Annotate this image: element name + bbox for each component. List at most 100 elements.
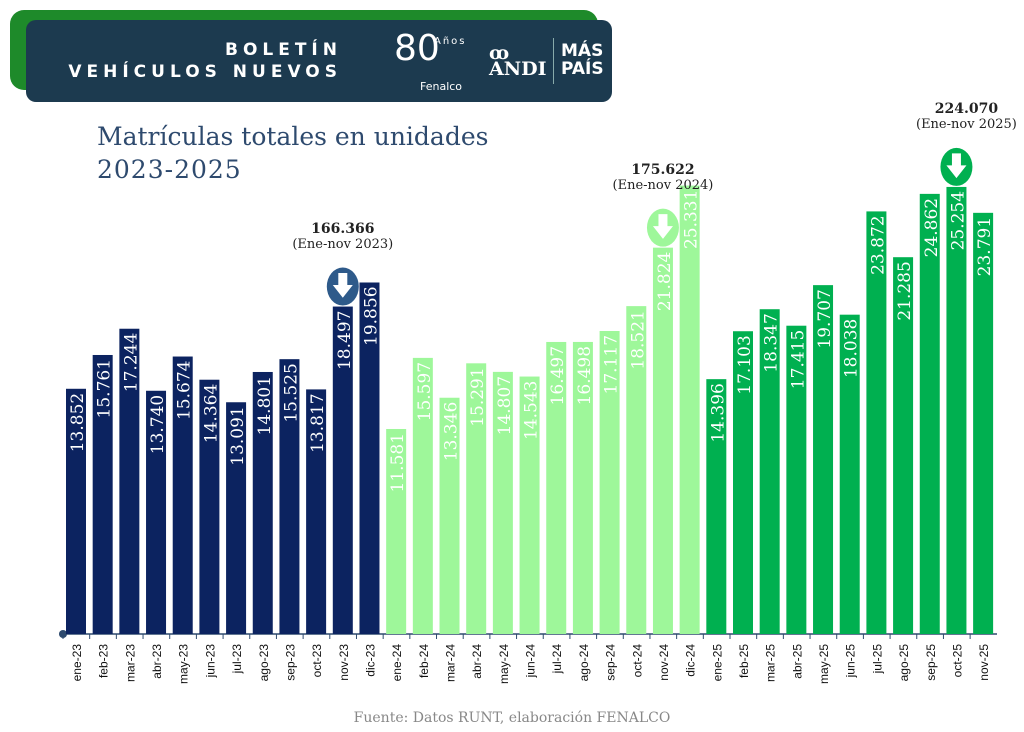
data-label-nov-24: 21.824 (655, 252, 675, 311)
data-label-oct-24: 18.521 (628, 310, 648, 369)
tick-label-nov-23: nov-23 (337, 644, 351, 681)
bar-jun-25 (839, 314, 860, 634)
data-label-mar-25: 18.347 (762, 313, 782, 372)
banner: BOLETÍN VEHÍCULOS NUEVOS 80 Años Fenalco ꝏ… (26, 20, 612, 102)
data-label-jul-23: 13.091 (228, 406, 248, 465)
data-label-ago-23: 14.801 (255, 376, 275, 435)
tick-label-oct-24: oct-24 (630, 644, 644, 678)
bar-may-24 (492, 371, 513, 634)
annotation-period: (Ene-nov 2025) (916, 116, 1017, 132)
bar-jul-24 (546, 341, 567, 634)
tick-label-feb-24: feb-24 (417, 644, 431, 678)
bar-mar-24 (439, 397, 460, 634)
total-annotation: 224.070 (Ene-nov 2025) (896, 101, 1024, 132)
tick-label-abr-23: abr-23 (150, 644, 164, 679)
tick-label-jul-24: jul-24 (550, 644, 564, 675)
data-label-jul-25: 23.872 (868, 215, 888, 274)
tick-label-sep-24: sep-24 (604, 644, 618, 681)
bar-nov-25 (973, 212, 994, 634)
chart-title-line2: 2023-2025 (97, 155, 242, 184)
bar-jul-23 (226, 402, 247, 634)
data-label-may-23: 15.674 (175, 361, 195, 420)
annotation-total: 175.622 (631, 161, 695, 178)
bar-sep-23 (279, 359, 300, 634)
data-label-abr-23: 13.740 (148, 395, 168, 454)
tick-label-abr-24: abr-24 (470, 644, 484, 679)
bar-ene-24 (386, 428, 407, 634)
data-label-mar-23: 17.244 (121, 333, 141, 392)
tick-label-ene-25: ene-25 (710, 644, 724, 682)
data-label-sep-23: 15.525 (281, 363, 301, 422)
tick-label-oct-25: oct-25 (950, 644, 964, 678)
tick-label-mar-25: mar-25 (764, 644, 778, 682)
bar-nov-23 (332, 306, 353, 634)
bar-mar-23 (119, 328, 140, 634)
tick-label-nov-25: nov-25 (977, 644, 991, 681)
tick-label-oct-23: oct-23 (310, 644, 324, 678)
annotation-total: 224.070 (934, 100, 999, 117)
data-label-ene-24: 11.581 (388, 433, 408, 492)
tick-label-abr-25: abr-25 (790, 644, 804, 679)
tick-label-feb-25: feb-25 (737, 644, 751, 678)
bar-abr-25 (786, 325, 807, 634)
tick-label-feb-23: feb-23 (97, 644, 111, 678)
bar-oct-24 (626, 306, 647, 634)
data-label-feb-23: 15.761 (95, 359, 115, 418)
banner-line1: BOLETÍN (224, 40, 342, 60)
bar-feb-23 (92, 354, 113, 634)
annotation-period: (Ene-nov 2024) (612, 177, 714, 193)
data-label-ago-24: 16.498 (575, 346, 595, 405)
bar-ene-25 (706, 379, 727, 634)
fenalco-logo: 80 Años Fenalco (394, 28, 467, 93)
tick-label-ago-25: ago-25 (897, 644, 911, 682)
data-label-jun-24: 14.543 (522, 381, 542, 440)
logo-divider (553, 38, 554, 84)
data-label-abr-24: 15.291 (468, 367, 488, 426)
tick-label-ago-23: ago-23 (257, 644, 271, 682)
bar-jun-24 (519, 376, 540, 634)
bar-oct-25 (946, 186, 967, 634)
data-label-nov-23: 18.497 (335, 311, 355, 370)
bar-may-25 (813, 285, 834, 634)
data-label-mar-24: 13.346 (442, 402, 462, 461)
data-label-ene-23: 13.852 (68, 393, 88, 452)
bar-feb-25 (733, 331, 753, 634)
maspais-logo: MÁS PAÍS (561, 41, 604, 79)
data-label-jun-23: 14.364 (201, 384, 221, 443)
tick-label-jun-23: jun-23 (203, 644, 217, 679)
data-label-dic-23: 19.856 (361, 286, 381, 345)
bar-abr-24 (466, 363, 487, 634)
total-annotation: 175.622 (Ene-nov 2024) (593, 162, 733, 193)
bar-mar-25 (759, 309, 780, 634)
tick-label-nov-24: nov-24 (657, 644, 671, 681)
banner-line2: VEHÍCULOS NUEVOS (68, 62, 342, 82)
tick-label-dic-23: dic-23 (363, 644, 377, 677)
andi-logo: ꝏ ANDI (489, 42, 547, 80)
bar-jul-25 (866, 211, 887, 635)
tick-label-ago-24: ago-24 (577, 644, 591, 682)
annotation-total: 166.366 (311, 220, 375, 237)
bar-dic-24 (679, 185, 700, 635)
data-label-oct-25: 25.254 (948, 191, 968, 250)
down-arrow-glyph (944, 152, 969, 180)
bar-ene-23 (66, 388, 86, 634)
tick-label-jun-25: jun-25 (844, 644, 858, 679)
data-label-feb-25: 17.103 (735, 335, 755, 394)
tick-label-mar-24: mar-24 (444, 644, 458, 682)
data-label-ago-25: 21.285 (895, 261, 915, 320)
tick-label-may-23: may-23 (177, 644, 191, 684)
bar-ago-25 (893, 257, 914, 634)
bar-may-23 (172, 356, 193, 634)
tick-label-may-24: may-24 (497, 644, 511, 684)
data-label-jul-24: 16.497 (548, 346, 568, 405)
data-label-ene-25: 14.396 (708, 383, 728, 442)
data-label-oct-23: 13.817 (308, 393, 328, 452)
tick-label-dic-24: dic-24 (684, 644, 698, 677)
data-label-may-25: 19.707 (815, 289, 835, 348)
bar-sep-25 (919, 193, 940, 634)
tick-label-ene-23: ene-23 (70, 644, 84, 682)
down-arrow-glyph (330, 272, 355, 300)
data-label-dic-24: 25.331 (682, 190, 702, 249)
down-arrow-glyph (650, 213, 675, 241)
